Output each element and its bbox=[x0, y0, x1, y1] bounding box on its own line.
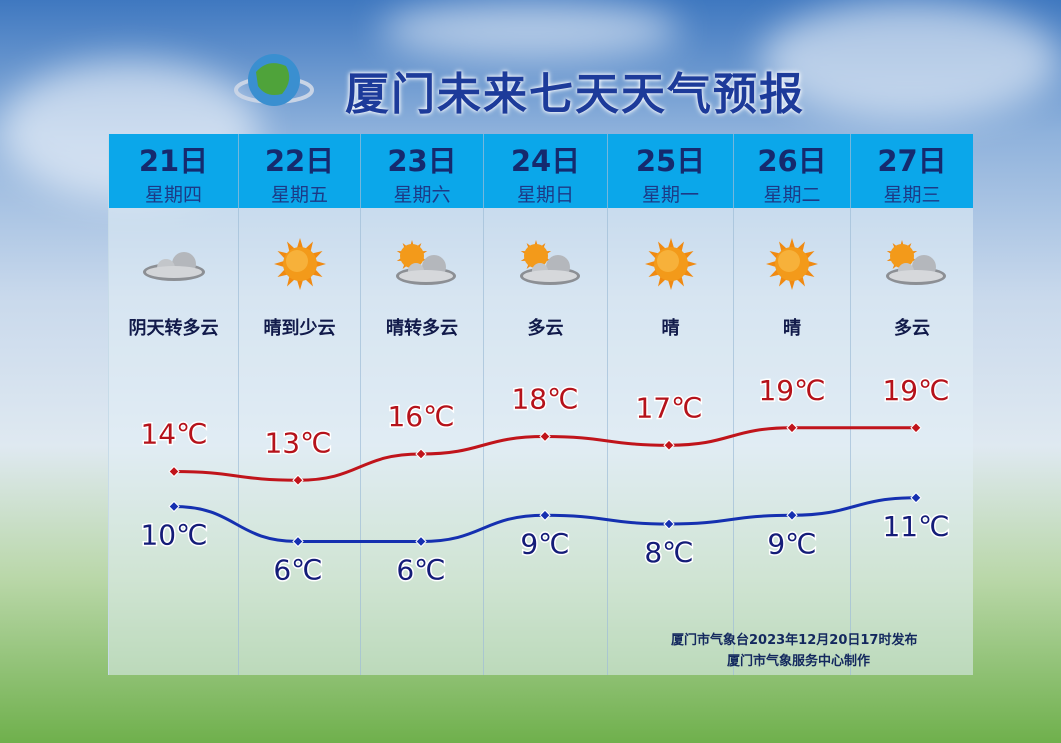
high-temp-label: 19℃ bbox=[758, 374, 825, 407]
high-temp-point bbox=[415, 448, 427, 460]
partly-cloudy-icon bbox=[519, 240, 580, 285]
high-temp-point bbox=[168, 465, 180, 478]
weather-description: 晴转多云 bbox=[386, 318, 458, 339]
weather-description: 晴到少云 bbox=[263, 318, 336, 339]
high-temp-label: 16℃ bbox=[387, 400, 454, 433]
day-date: 23日 bbox=[387, 144, 457, 178]
sun-icon bbox=[273, 238, 326, 290]
sun-icon bbox=[766, 238, 818, 290]
day-weekday: 星期四 bbox=[144, 184, 202, 206]
low-temp-label: 10℃ bbox=[140, 519, 207, 552]
high-temp-point bbox=[663, 439, 675, 451]
high-temp-point bbox=[786, 422, 798, 434]
low-temp-label: 6℃ bbox=[273, 554, 322, 587]
date-header bbox=[109, 134, 973, 208]
day-weekday: 星期三 bbox=[883, 184, 941, 206]
day-column: 24日 星期日 多云 bbox=[484, 134, 608, 675]
day-weekday: 星期二 bbox=[763, 184, 821, 206]
low-temp-label: 9℃ bbox=[520, 527, 569, 560]
day-weekday: 星期一 bbox=[641, 184, 699, 206]
day-weekday: 星期日 bbox=[516, 184, 574, 206]
day-date: 22日 bbox=[264, 144, 335, 178]
partly-cloudy-icon bbox=[886, 240, 946, 285]
high-temp-label: 19℃ bbox=[882, 374, 949, 407]
low-temp-point bbox=[168, 500, 180, 513]
day-column: 21日 星期四 阴天转多云 bbox=[109, 134, 239, 675]
low-temp-label: 11℃ bbox=[882, 510, 949, 543]
weather-description: 阴天转多云 bbox=[128, 318, 219, 339]
day-date: 25日 bbox=[635, 144, 706, 178]
weather-description: 多云 bbox=[527, 318, 564, 339]
low-temp-point bbox=[539, 509, 551, 521]
high-temp-point bbox=[910, 422, 922, 434]
low-temp-label: 8℃ bbox=[644, 536, 693, 569]
background-cloud bbox=[380, 0, 680, 60]
high-temp-label: 18℃ bbox=[511, 383, 578, 416]
day-column: 23日 星期六 晴转多云 bbox=[361, 134, 484, 675]
high-temp-label: 13℃ bbox=[264, 426, 331, 459]
low-temp-point bbox=[910, 492, 922, 504]
low-temp-point bbox=[415, 535, 427, 548]
high-temp-label: 14℃ bbox=[140, 418, 207, 451]
weather-description: 晴 bbox=[783, 318, 801, 339]
producer-info: 厦门市气象服务中心制作 bbox=[727, 654, 871, 669]
low-temp-point bbox=[786, 509, 798, 521]
day-date: 21日 bbox=[138, 144, 209, 178]
low-temp-label: 9℃ bbox=[767, 527, 816, 560]
day-date: 27日 bbox=[877, 144, 947, 178]
day-column: 25日 星期一 晴 bbox=[608, 134, 734, 675]
day-date: 24日 bbox=[510, 144, 581, 178]
day-column: 27日 星期三 多云 bbox=[851, 134, 973, 675]
day-date: 26日 bbox=[757, 144, 827, 178]
background-cloud bbox=[760, 0, 1060, 120]
day-column: 22日 星期五 晴到少云 bbox=[239, 134, 361, 675]
day-weekday: 星期六 bbox=[393, 184, 451, 206]
weather-description: 多云 bbox=[894, 318, 930, 339]
sun-icon bbox=[644, 238, 697, 290]
day-weekday: 星期五 bbox=[270, 184, 328, 206]
partly-cloudy-icon bbox=[396, 240, 456, 285]
high-temp-label: 17℃ bbox=[635, 391, 702, 424]
globe-logo-icon bbox=[234, 54, 314, 106]
day-column: 26日 星期二 晴 bbox=[734, 134, 851, 675]
page-title: 厦门未来七天天气预报 bbox=[345, 69, 805, 120]
high-temp-point bbox=[292, 474, 304, 486]
issue-info: 厦门市气象台2023年12月20日17时发布 bbox=[671, 633, 918, 648]
forecast-panel: 21日 星期四 阴天转多云 22日 星期五 晴到少云 23日 星期六 晴转多云 24日… bbox=[108, 134, 973, 675]
low-temp-label: 6℃ bbox=[396, 554, 445, 587]
low-temp-point bbox=[292, 535, 304, 548]
low-temp-point bbox=[663, 518, 675, 530]
overcast-cloud-icon bbox=[142, 252, 205, 281]
high-temp-point bbox=[539, 430, 551, 443]
weather-description: 晴 bbox=[661, 318, 680, 339]
